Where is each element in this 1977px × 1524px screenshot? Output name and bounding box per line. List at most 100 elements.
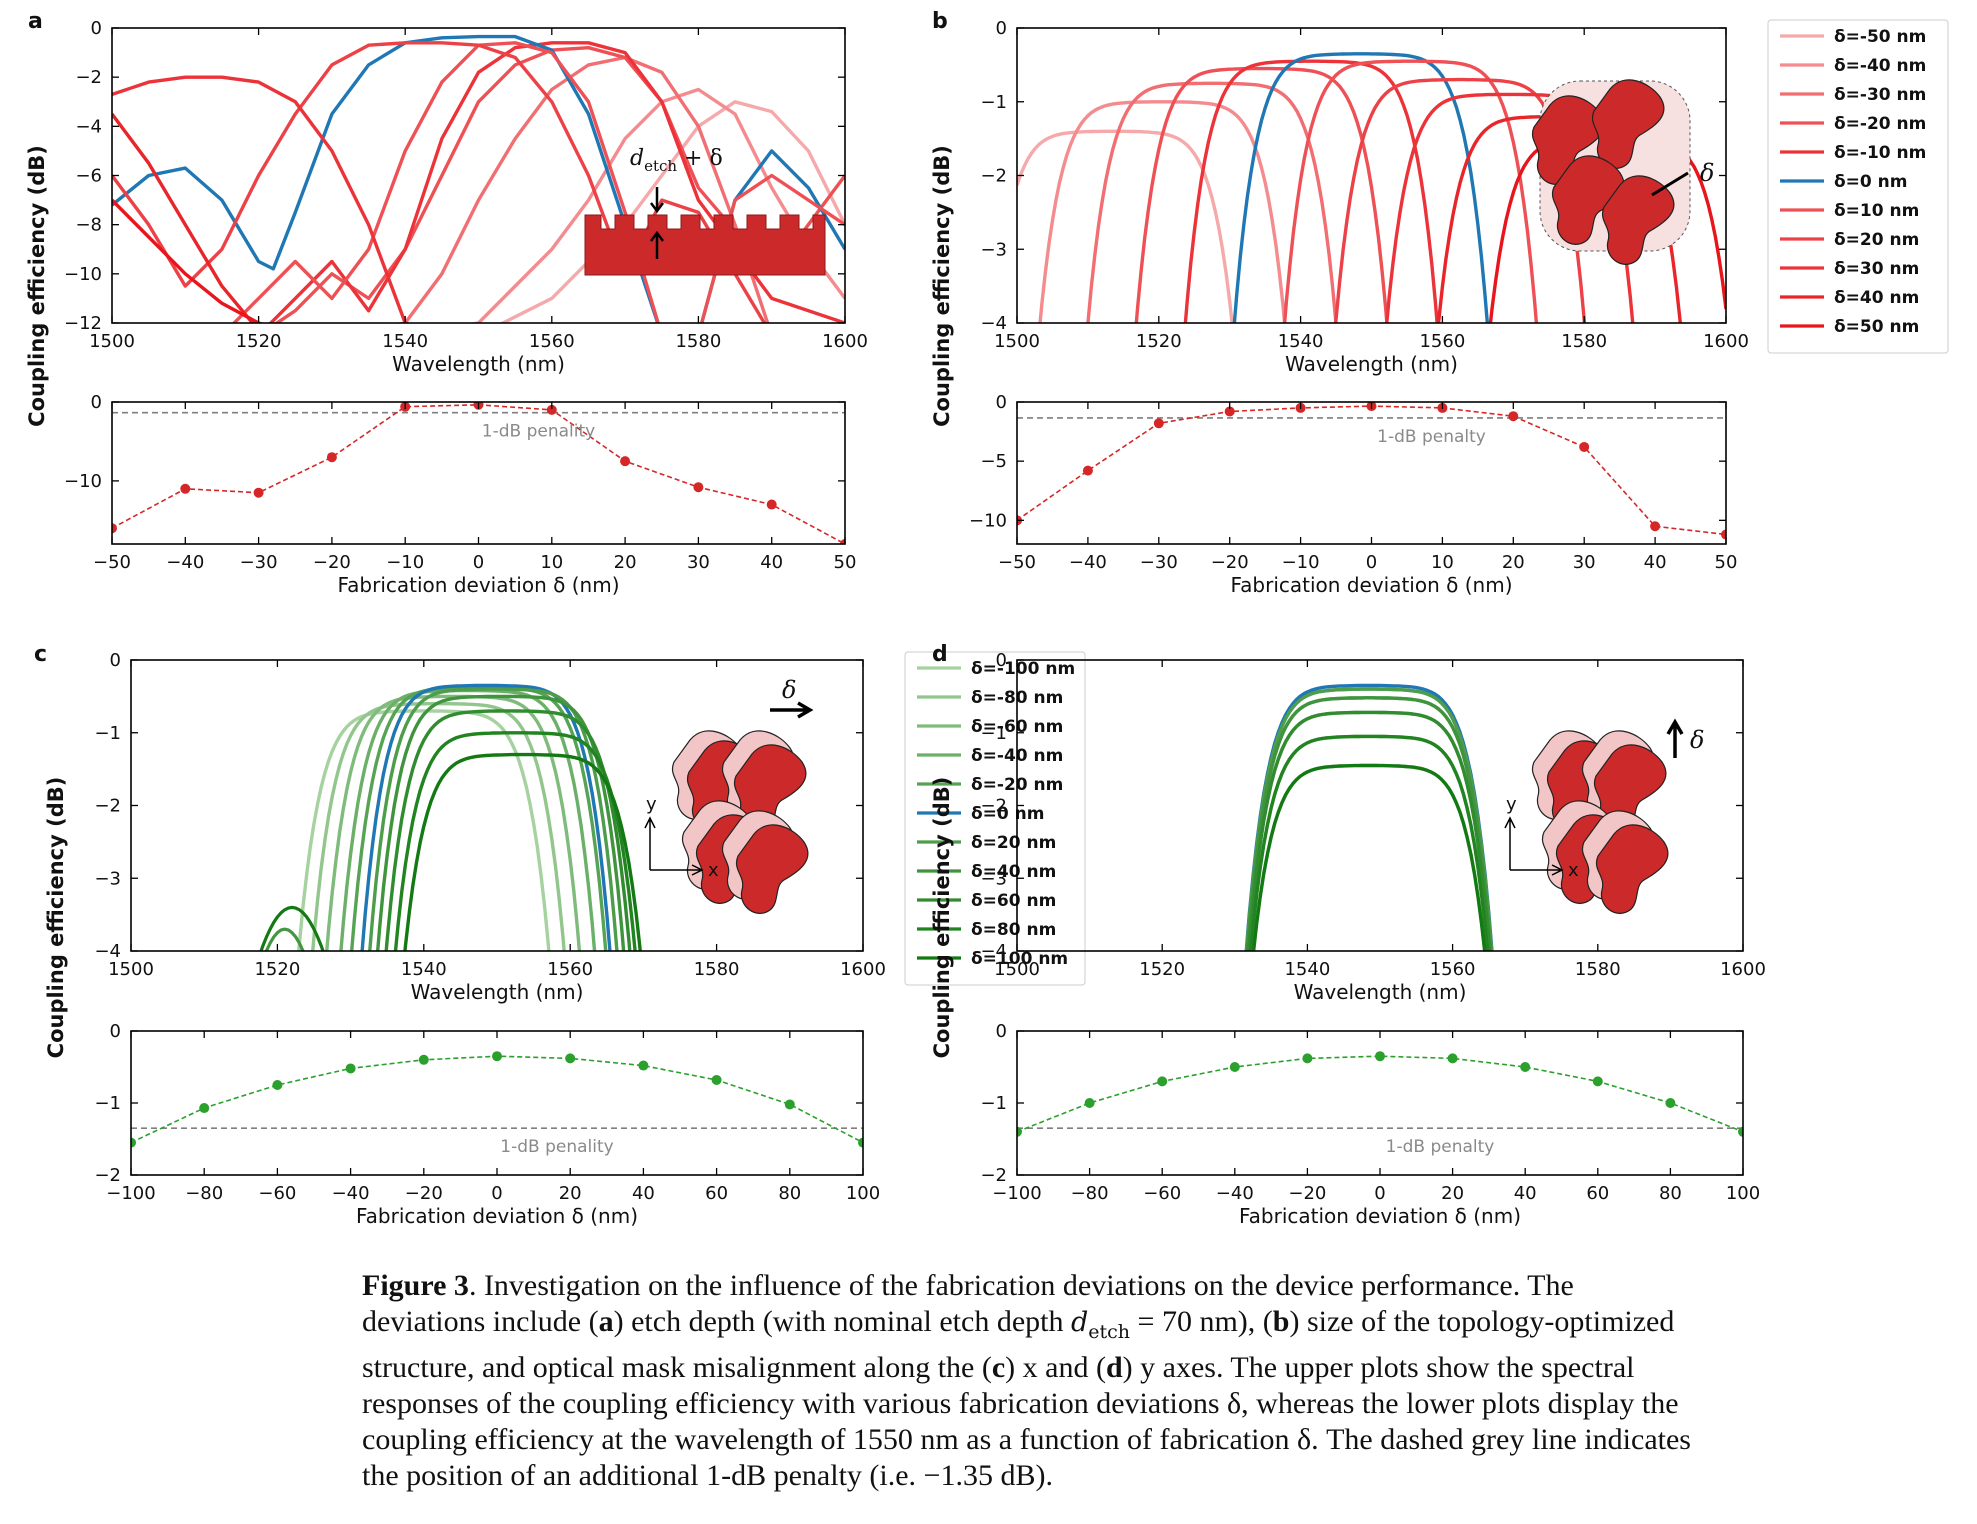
inset-a: detch + δ — [584, 146, 826, 276]
x-tick-label: 1540 — [1278, 331, 1324, 352]
x-tick-label: 10 — [540, 552, 563, 573]
series-line — [393, 731, 637, 951]
x-axis-label: Wavelength (nm) — [392, 352, 565, 376]
plot-area — [1244, 683, 1494, 951]
caption-dd: d — [1105, 1351, 1123, 1384]
y-tick-label: 0 — [91, 18, 102, 39]
axes-frame — [1016, 401, 1727, 545]
y-axis-label: Coupling efficiency (dB) — [930, 145, 954, 427]
data-point — [546, 404, 557, 415]
data-point — [784, 1099, 795, 1110]
data-point — [418, 1054, 429, 1065]
plot-area — [131, 1051, 863, 1148]
shift-arrow-y — [1666, 718, 1684, 758]
data-point — [1084, 1098, 1095, 1108]
x-tick-label: −10 — [386, 552, 424, 573]
panel-d: d 1500 1520 1540 1560 1580 1600 0 −1 −2 −3 −4 Wavele… — [930, 642, 1766, 1228]
penalty-label: 1-dB penality — [482, 422, 595, 442]
series-line — [1251, 763, 1487, 951]
y-tick-label: 0 — [110, 1021, 121, 1042]
x-tick-label: 1580 — [1561, 331, 1607, 352]
data-point — [711, 1074, 722, 1085]
caption-line-3a: structure, and optical mask misalignment… — [362, 1351, 992, 1384]
caption-a: a — [598, 1305, 614, 1338]
x-tick-label: 80 — [778, 1183, 801, 1204]
series-line — [499, 100, 845, 323]
x-tick-label: 1560 — [1430, 959, 1476, 980]
y-tick-label: −2 — [75, 67, 102, 88]
y-tick-label: −6 — [75, 166, 102, 187]
inset-d: y x δ — [1504, 718, 1704, 914]
x-tick-label: −50 — [93, 552, 131, 573]
series-line — [1017, 129, 1234, 323]
caption-line-2b: ) etch depth (with nominal etch depth — [613, 1305, 1071, 1338]
data-point — [693, 482, 704, 493]
inset-delta: δ — [782, 676, 796, 704]
shift-arrow-x — [770, 701, 814, 719]
caption-line-2c: = 70 nm), ( — [1130, 1305, 1273, 1338]
y-tick-label: −2 — [94, 1165, 121, 1186]
y-tick-label: 0 — [996, 1021, 1007, 1042]
series-line — [1244, 687, 1494, 951]
data-point — [272, 1080, 283, 1090]
series-line — [1246, 710, 1492, 951]
series-line — [1244, 683, 1494, 951]
x-tick-label: −20 — [313, 552, 351, 573]
data-point — [1375, 1051, 1385, 1062]
inset-b: δ — [1532, 79, 1714, 265]
series-line — [1334, 77, 1587, 323]
series-line — [384, 709, 632, 951]
legend-label: δ=40 nm — [1834, 288, 1919, 308]
data-point — [180, 483, 191, 494]
data-point — [858, 1137, 863, 1148]
x-tick-label: 50 — [1715, 552, 1738, 573]
x-tick-label: 10 — [1431, 552, 1454, 573]
data-point — [253, 487, 264, 498]
caption-line-3c: ) y axes. The upper plots show the spect… — [1122, 1351, 1635, 1384]
x-tick-label: 1580 — [675, 331, 721, 352]
data-point — [112, 523, 117, 534]
x-tick-label: −100 — [106, 1183, 155, 1204]
panel-c: c 1500 1520 1540 1560 1580 1600 0 −1 −2 −3 −4 Wavele… — [34, 642, 1086, 1228]
y-axis-glyph — [644, 816, 656, 870]
data-point — [638, 1060, 649, 1071]
series-line — [112, 112, 255, 323]
data-point — [1520, 1062, 1531, 1072]
x-tick-label: −40 — [166, 552, 204, 573]
legend-label: δ=-40 nm — [1834, 56, 1926, 76]
legend-label: δ=50 nm — [1834, 317, 1919, 337]
x-tick-label: 1600 — [840, 959, 886, 980]
x-tick-label: 0 — [491, 1183, 502, 1204]
y-tick-label: −4 — [980, 941, 1007, 962]
data-point — [1082, 465, 1093, 476]
series-line — [368, 687, 619, 951]
legend-label: δ=-50 nm — [1834, 27, 1926, 47]
series-line — [112, 41, 767, 323]
plot-area — [1017, 402, 1726, 540]
d-symbol: d — [630, 146, 644, 171]
x-tick-label: 1520 — [1136, 331, 1182, 352]
legend-label: δ=0 nm — [1834, 172, 1908, 192]
axes-frame — [1016, 27, 1727, 324]
y-tick-label: −10 — [64, 264, 102, 285]
x-tick-label: −30 — [1140, 552, 1178, 573]
data-point — [565, 1053, 576, 1064]
series-line — [311, 701, 566, 951]
y-axis-label: Coupling efficiency (dB) — [25, 145, 49, 427]
size-arrow — [1651, 171, 1689, 197]
data-point — [1721, 529, 1726, 540]
topology-blob — [1596, 824, 1669, 914]
x-tick-label: −60 — [258, 1183, 296, 1204]
etch-arrow-up — [650, 230, 664, 259]
y-axis-label: Coupling efficiency (dB) — [930, 777, 954, 1059]
data-point — [840, 539, 845, 544]
penalty-label: 1-dB penalty — [1386, 1137, 1495, 1157]
legend-label: δ=-30 nm — [1834, 85, 1926, 105]
x-tick-label: 1500 — [108, 959, 154, 980]
caption-d: d — [1070, 1307, 1089, 1338]
legend: δ=-50 nm δ=-40 nm δ=-30 nm δ=-20 nm δ=-10 nm… — [1767, 19, 1949, 354]
x-axis-label: Fabrication deviation δ (nm) — [338, 573, 620, 597]
x-tick-label: 1540 — [401, 959, 447, 980]
axes-frame — [111, 401, 846, 545]
